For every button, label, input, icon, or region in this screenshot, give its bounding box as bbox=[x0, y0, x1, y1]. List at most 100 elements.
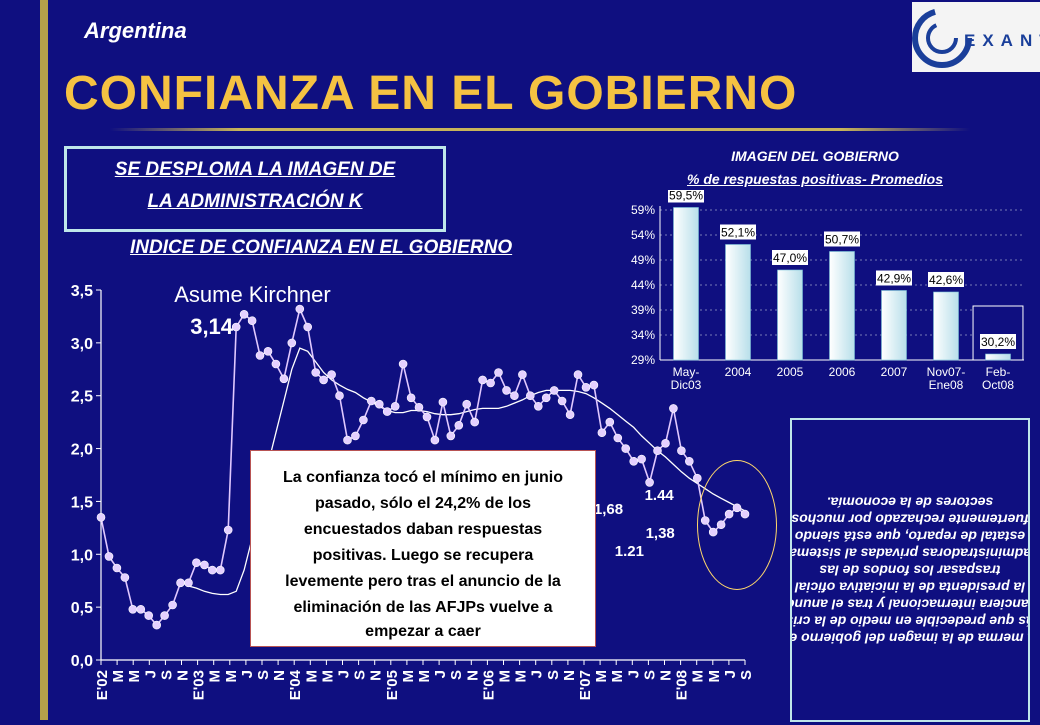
x-tick-label: N bbox=[561, 670, 578, 681]
bar-y-tick-label: 34% bbox=[631, 328, 655, 342]
x-tick-label: E'03 bbox=[191, 670, 208, 700]
confidence-point bbox=[589, 380, 599, 390]
y-tick-label: 2,0 bbox=[71, 442, 93, 459]
x-tick-label: E'08 bbox=[674, 670, 691, 700]
bar-y-tick-label: 39% bbox=[631, 303, 655, 317]
page-title: CONFIANZA EN EL GOBIERNO bbox=[64, 67, 798, 120]
bar bbox=[985, 353, 1011, 361]
bar-value-label-bg bbox=[928, 272, 964, 287]
confidence-point bbox=[208, 565, 217, 575]
bar-y-tick-label: 29% bbox=[631, 353, 655, 367]
y-tick-label: 2,5 bbox=[71, 389, 93, 406]
confidence-point bbox=[152, 620, 161, 630]
bar-value-label: 42,6% bbox=[929, 273, 963, 287]
x-tick-label: M bbox=[416, 670, 433, 683]
x-tick-label: M bbox=[126, 670, 143, 683]
confidence-point bbox=[573, 370, 583, 379]
x-tick-label: E'02 bbox=[94, 670, 111, 700]
chart-annotation: 1,38 bbox=[646, 525, 675, 542]
x-tick-label: S bbox=[545, 670, 562, 680]
bar-value-label: 52,1% bbox=[721, 226, 755, 240]
x-tick-label: E'06 bbox=[480, 670, 497, 700]
gold-vertical-bar bbox=[40, 0, 48, 720]
confidence-point bbox=[446, 431, 456, 441]
confidence-point bbox=[677, 446, 686, 455]
bar bbox=[777, 269, 803, 361]
confidence-point bbox=[192, 558, 201, 568]
bar-value-label-bg bbox=[876, 270, 912, 286]
confidence-point bbox=[160, 611, 169, 620]
confidence-point bbox=[637, 454, 646, 464]
confidence-point bbox=[661, 439, 670, 448]
x-tick-label: E'04 bbox=[287, 669, 304, 700]
government-image-bar-chart: 29% 34% 39% 44% 49% 54% 59% 59,5% May-Dic03 52,1%… bbox=[631, 187, 1024, 392]
confidence-point bbox=[247, 316, 257, 326]
confidence-point bbox=[120, 573, 130, 582]
confidence-point bbox=[382, 407, 392, 416]
chart-annotation: 1.21 bbox=[615, 543, 644, 560]
confidence-point bbox=[287, 338, 297, 348]
x-tick-label: N bbox=[175, 670, 192, 681]
x-tick-label: M bbox=[593, 670, 610, 683]
confidence-point bbox=[279, 374, 289, 384]
confidence-point bbox=[422, 412, 432, 422]
x-tick-label: M bbox=[207, 670, 224, 683]
x-tick-label: M bbox=[690, 670, 707, 683]
x-tick-label: J bbox=[142, 670, 159, 678]
confidence-point bbox=[239, 309, 249, 319]
x-tick-label: N bbox=[464, 670, 481, 681]
confidence-point bbox=[684, 457, 694, 466]
confidence-point bbox=[184, 578, 193, 588]
confidence-point bbox=[263, 347, 273, 356]
confidence-point bbox=[136, 604, 146, 614]
bar bbox=[673, 207, 699, 361]
confidence-point bbox=[335, 391, 344, 400]
confidence-point bbox=[104, 552, 114, 561]
confidence-point bbox=[470, 417, 480, 427]
chart-annotation: 1,68 bbox=[594, 501, 623, 518]
callout-line-2: pasado, sólo el 24,2% de los bbox=[314, 495, 532, 512]
confidence-point bbox=[430, 435, 440, 445]
bar-category-label: May- bbox=[673, 365, 700, 379]
confidence-point bbox=[653, 446, 662, 455]
confidence-point bbox=[295, 304, 305, 314]
bar-category-label: Feb- bbox=[986, 365, 1011, 379]
y-tick-label: 3,0 bbox=[71, 336, 93, 353]
bar-value-label-bg bbox=[668, 187, 704, 203]
bar bbox=[725, 244, 751, 361]
country-label: Argentina bbox=[84, 18, 187, 43]
bar-value-label: 50,7% bbox=[825, 233, 859, 247]
confidence-point bbox=[366, 396, 376, 406]
bar-value-label: 59,5% bbox=[669, 190, 703, 203]
confidence-point bbox=[621, 444, 631, 453]
confidence-point bbox=[541, 393, 551, 403]
x-tick-label: J bbox=[529, 670, 546, 678]
logo-wordmark: EXANTE bbox=[964, 31, 1040, 50]
x-tick-label: N bbox=[368, 670, 385, 681]
x-tick-label: J bbox=[239, 670, 256, 678]
confidence-point bbox=[223, 525, 233, 535]
headline-box: SE DESPLOMA LA IMAGEN DE LA ADMINISTRACI… bbox=[64, 146, 446, 232]
x-tick-label: N bbox=[271, 670, 288, 681]
y-tick-label: 1,0 bbox=[71, 547, 93, 564]
y-tick-label: 3,5 bbox=[71, 283, 93, 300]
x-tick-label: E'07 bbox=[577, 670, 594, 700]
y-tick-label: 0,5 bbox=[71, 600, 93, 617]
confidence-point bbox=[692, 473, 702, 483]
confidence-point bbox=[478, 375, 487, 385]
commentary-box: La merma de la imagen del gobierno era m… bbox=[790, 418, 1030, 722]
y-tick-label: 1,5 bbox=[71, 494, 93, 511]
x-tick-label: J bbox=[432, 670, 449, 678]
x-tick-label: M bbox=[110, 670, 127, 683]
confidence-point bbox=[438, 397, 448, 407]
confidence-point bbox=[454, 421, 464, 430]
bar-chart-subtitle: % de respuestas positivas- Promedios bbox=[687, 171, 943, 187]
bar-category-label: 2004 bbox=[725, 365, 752, 379]
confidence-point bbox=[216, 565, 225, 575]
callout-line-6: eliminación de las AFJPs vuelve a bbox=[293, 599, 553, 616]
confidence-point bbox=[96, 513, 106, 522]
confidence-point bbox=[486, 378, 495, 388]
confidence-point bbox=[525, 391, 535, 400]
x-tick-label: S bbox=[158, 670, 175, 680]
confidence-point bbox=[565, 410, 575, 419]
